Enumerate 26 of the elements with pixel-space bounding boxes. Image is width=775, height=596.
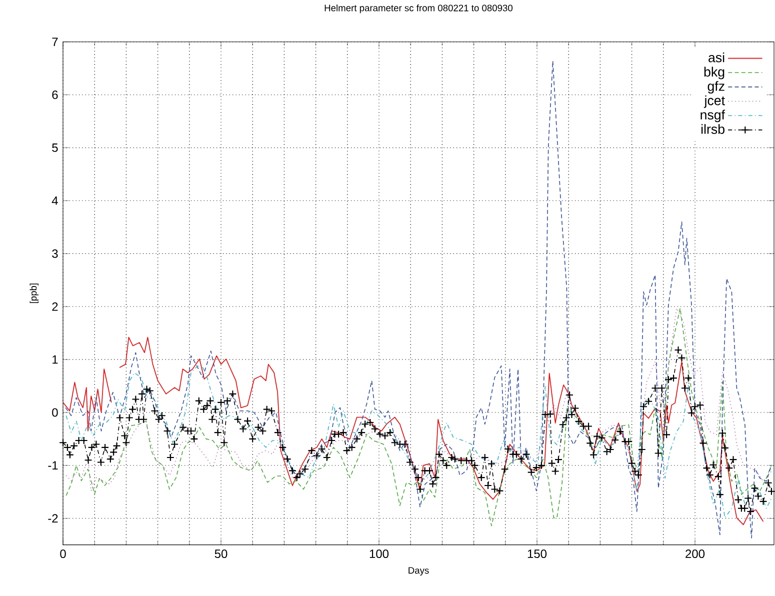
y-tick-label: 4 — [52, 196, 58, 205]
y-axis-title: [ppb] — [30, 284, 38, 304]
legend-label: ilrsb — [701, 124, 724, 134]
y-tick-label: 6 — [52, 90, 58, 100]
x-tick-label: 0 — [60, 550, 66, 558]
legend-label: gfz — [708, 81, 724, 94]
x-tick-label: 150 — [528, 550, 547, 558]
y-tick-label: 3 — [52, 249, 58, 258]
x-tick-label: 50 — [214, 550, 228, 558]
y-tick-label: -2 — [48, 514, 58, 523]
legend-label: nsgf — [700, 110, 726, 122]
y-tick-label: 7 — [52, 38, 58, 46]
legend-label: jcet — [704, 96, 725, 108]
chart-title: Helmert parameter sc from 080221 to 080930 — [324, 4, 513, 14]
line-series — [65, 60, 772, 538]
x-axis-title: Days — [408, 567, 429, 576]
x-tick-label: 100 — [370, 550, 389, 558]
y-tick-label: 5 — [52, 144, 58, 152]
line-series — [66, 308, 772, 492]
y-tick-label: 1 — [52, 355, 58, 364]
legend-label: asi — [708, 52, 724, 62]
x-tick-label: 200 — [686, 550, 705, 558]
y-tick-label: 2 — [52, 302, 58, 311]
legend-label: bkg — [704, 66, 724, 80]
y-tick-label: 0 — [52, 408, 58, 417]
y-tick-label: -1 — [48, 461, 58, 470]
